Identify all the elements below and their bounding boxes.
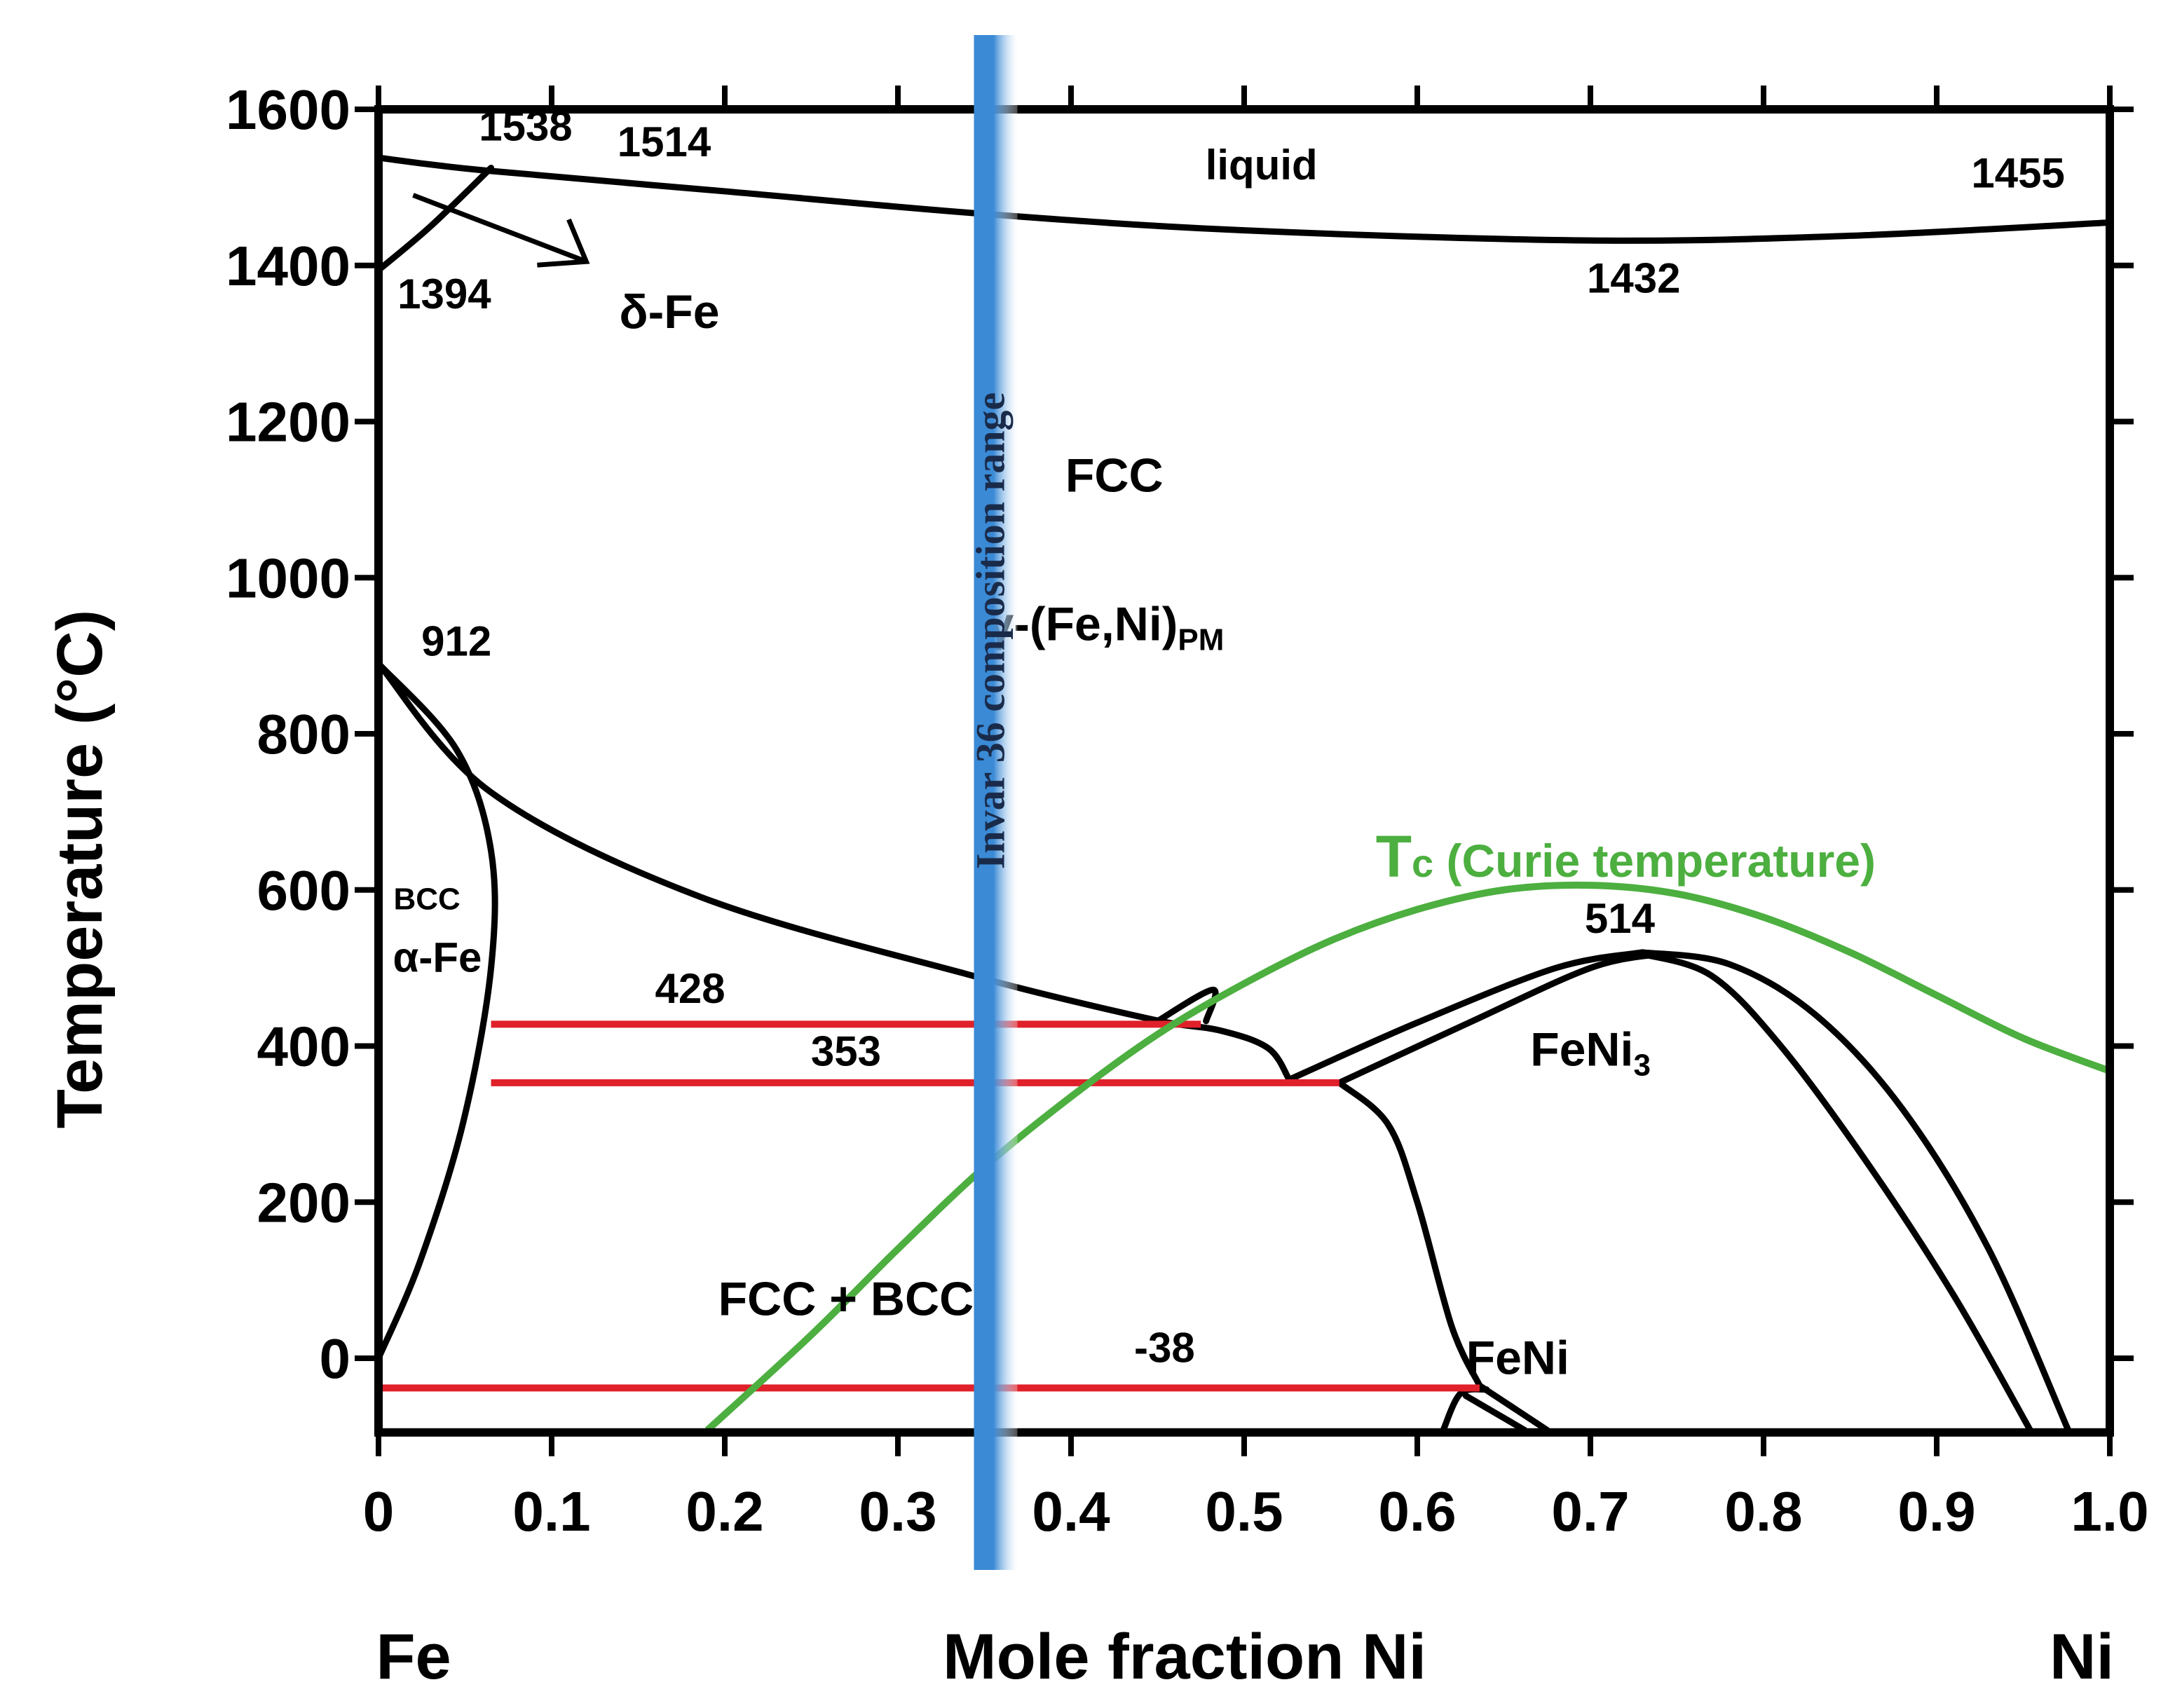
annotation-label: BCC	[393, 882, 460, 917]
y-tick-label: 800	[257, 703, 350, 765]
phase-boundary-fcc-solvus	[1336, 1079, 1483, 1389]
annotation-label: 912	[421, 618, 491, 665]
phase-label-text: FCC	[1065, 449, 1164, 503]
phase-label-text: FeNi	[1466, 1331, 1569, 1384]
x-tick-label: 1.0	[2071, 1480, 2148, 1543]
x-axis-title: Mole fraction Ni	[943, 1621, 1426, 1693]
y-tick-label: 600	[257, 859, 350, 922]
phase-label-text: γ-(Fe,Ni)	[987, 597, 1178, 650]
x-tick-label: 0.7	[1551, 1480, 1629, 1543]
phase-label: FCC	[1065, 449, 1164, 503]
curie-label-sub: c	[1412, 841, 1433, 885]
y-tick-label: 400	[257, 1016, 350, 1078]
y-tick-label: 1200	[226, 391, 350, 453]
phase-label-text: FeNi	[1530, 1023, 1633, 1076]
annotation-label: 1538	[479, 103, 572, 150]
phase-boundary-feni-right-a	[1476, 1382, 1550, 1433]
phase-label: γ-(Fe,Ni)PM	[987, 597, 1224, 657]
phase-label-text: δ-Fe	[619, 285, 719, 339]
x-tick-label: 0.6	[1378, 1480, 1456, 1543]
curie-label-t: T	[1376, 824, 1412, 889]
phase-boundary-feni3-inner-right	[1639, 950, 2033, 1433]
annotation-label: -38	[1134, 1325, 1195, 1372]
x-tick-label: 0.5	[1205, 1480, 1283, 1543]
phase-boundary-feni3-outer-left	[1286, 949, 1646, 1083]
phase-boundary-feni3-outer-right	[1639, 949, 2072, 1433]
x-end-label-ni: Ni	[2050, 1621, 2114, 1693]
phase-boundary-feni-right-b	[1462, 1392, 1528, 1433]
phase-label: FCC + BCC	[718, 1273, 974, 1326]
phase-label: FeNi3	[1530, 1023, 1651, 1082]
arrow-head-icon	[537, 218, 590, 268]
y-axis-title: Temperature (°C)	[44, 610, 116, 1129]
x-tick-label: 0.2	[686, 1480, 763, 1543]
phase-boundary-spike	[1154, 986, 1219, 1025]
annotation-label: 1432	[1587, 255, 1680, 302]
annotation-label: 1394	[397, 271, 491, 317]
x-end-label-fe: Fe	[376, 1621, 451, 1693]
x-tick-label: 0.8	[1724, 1480, 1802, 1543]
phase-label: δ-Fe	[619, 285, 719, 339]
phase-label-text: FCC + BCC	[718, 1273, 974, 1326]
phase-boundary-alpha-boundary	[375, 660, 498, 1362]
x-tick-label: 0.3	[859, 1480, 936, 1543]
x-tick-label: 0.1	[512, 1480, 590, 1543]
curie-curve	[704, 881, 2111, 1433]
phase-boundary-gamma-alpha-boundary	[375, 660, 1293, 1083]
annotation-label: 353	[811, 1027, 881, 1074]
y-tick-label: 200	[257, 1171, 350, 1234]
y-tick-label: 1400	[226, 235, 350, 297]
x-tick-label: 0	[363, 1480, 395, 1543]
annotation-label: 514	[1585, 895, 1656, 942]
annotation-label: 1514	[618, 118, 711, 165]
y-tick-label: 1600	[226, 78, 350, 141]
phase-boundary-delta-boundary	[375, 165, 495, 273]
curie-label: Tc (Curie temperature)	[1376, 824, 1876, 889]
invar-band	[974, 35, 1018, 1570]
phase-label-subscript: PM	[1178, 622, 1224, 657]
annotation-label: liquid	[1206, 142, 1318, 189]
annotation-label: 1455	[1971, 149, 2064, 196]
phase-boundary-feni3-inner-left	[1336, 950, 1663, 1086]
annotation-label: 428	[655, 965, 725, 1012]
phase-boundary-liquidus	[375, 154, 2113, 244]
arrow-line	[412, 193, 587, 264]
phase-label: FeNi	[1466, 1331, 1569, 1384]
y-tick-label: 1000	[226, 547, 350, 609]
y-tick-label: 0	[320, 1327, 351, 1390]
invar-band-label: Invar 36 composition range	[968, 392, 1014, 869]
annotation-label: α-Fe	[393, 934, 482, 981]
x-tick-label: 0.9	[1897, 1480, 1975, 1543]
phase-label-subscript: 3	[1633, 1048, 1650, 1082]
x-tick-label: 0.4	[1032, 1480, 1110, 1543]
curie-label-text: (Curie temperature)	[1433, 835, 1876, 887]
